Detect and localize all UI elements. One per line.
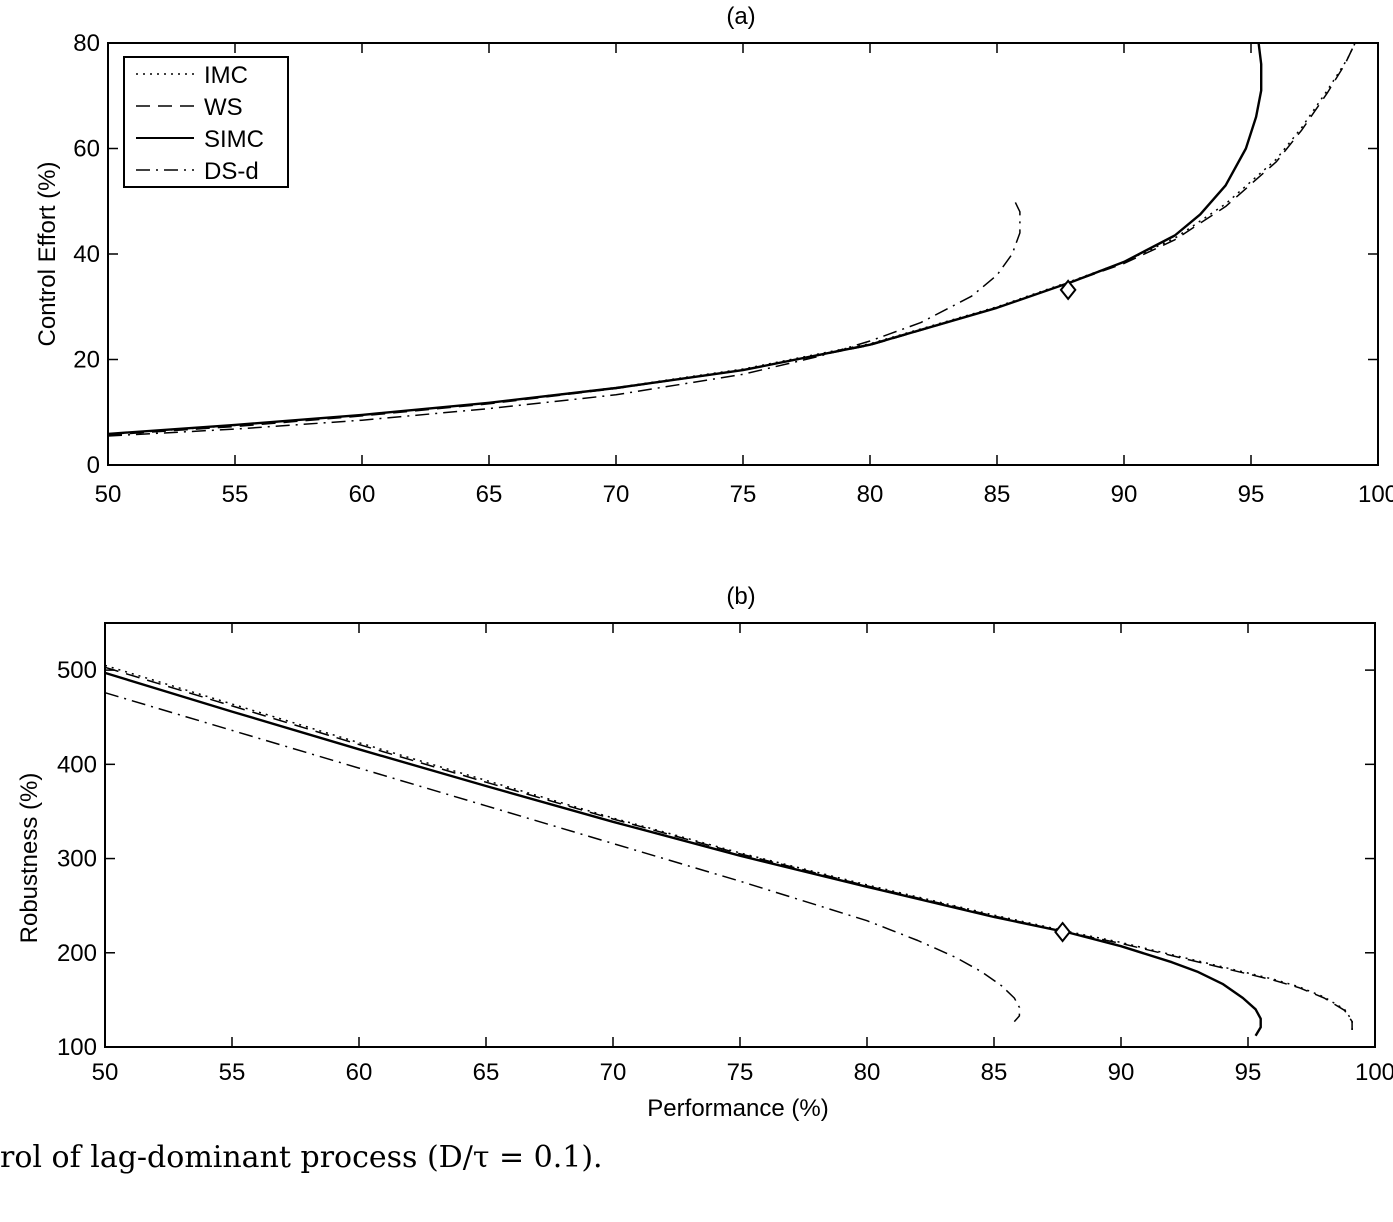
- x-tick-label: 90: [1108, 1059, 1135, 1086]
- panel-b: (b) Robustness (%) Performance (%) 50 55 6…: [16, 583, 1393, 1122]
- x-tick-label: 90: [1111, 481, 1138, 508]
- y-tick-label: 300: [57, 846, 97, 873]
- x-tick-label: 75: [730, 481, 757, 508]
- x-tick-label: 95: [1238, 481, 1265, 508]
- x-tick-label: 55: [219, 1059, 246, 1086]
- x-tick-label: 80: [854, 1059, 881, 1086]
- y-tick-label: 0: [87, 452, 100, 479]
- panel-a: (a) Control Effort (%) 50 55 60 65 70 75 80 85 9…: [34, 3, 1393, 508]
- y-tick-label: 200: [57, 940, 97, 967]
- panel-b-plot-frame: [104, 622, 1376, 1048]
- x-tick-label: 80: [857, 481, 884, 508]
- y-tick-label: 400: [57, 751, 97, 778]
- x-tick-label: 70: [603, 481, 630, 508]
- x-tick-label: 85: [984, 481, 1011, 508]
- panel-a-title: (a): [726, 3, 755, 30]
- y-tick-label: 60: [73, 136, 100, 163]
- x-tick-label: 55: [222, 481, 249, 508]
- panel-a-plot-frame: [107, 42, 1379, 466]
- series-line-simc: [104, 671, 1262, 1037]
- x-tick-label: 60: [346, 1059, 373, 1086]
- figure-caption: rol of lag-dominant process (D/τ = 0.1).: [0, 1140, 603, 1175]
- diamond-marker: [1054, 921, 1072, 943]
- x-tick-label: 60: [349, 481, 376, 508]
- x-tick-label: 65: [476, 481, 503, 508]
- legend-label-simc: SIMC: [204, 126, 264, 153]
- x-tick-label: 65: [473, 1059, 500, 1086]
- legend-label-imc: IMC: [204, 62, 248, 89]
- diamond-marker: [1059, 279, 1077, 301]
- x-tick-label: 75: [727, 1059, 754, 1086]
- legend: IMC WS SIMC DS-d: [123, 56, 289, 188]
- panel-a-y-axis-label: Control Effort (%): [34, 162, 61, 347]
- panel-b-x-axis-label: Performance (%): [647, 1095, 828, 1122]
- x-tick-label: 50: [92, 1059, 119, 1086]
- legend-label-ws: WS: [204, 94, 243, 121]
- x-tick-label: 100: [1358, 481, 1393, 508]
- legend-label-ds-d: DS-d: [204, 158, 259, 185]
- x-tick-label: 95: [1235, 1059, 1262, 1086]
- series-line-imc: [104, 664, 1353, 1033]
- y-tick-label: 100: [57, 1034, 97, 1061]
- y-tick-label: 500: [57, 657, 97, 684]
- panel-b-title: (b): [726, 583, 755, 610]
- y-tick-label: 40: [73, 241, 100, 268]
- legend-box: [123, 56, 289, 188]
- series-line-ws: [104, 666, 1353, 1030]
- y-tick-label: 80: [73, 30, 100, 57]
- x-tick-label: 70: [600, 1059, 627, 1086]
- series-line-ds-d: [107, 200, 1021, 437]
- x-tick-label: 85: [981, 1059, 1008, 1086]
- series-line-ds-d: [104, 691, 1021, 1023]
- panel-b-y-axis-label: Robustness (%): [16, 773, 43, 944]
- series-line-simc: [107, 42, 1263, 436]
- y-tick-label: 20: [73, 347, 100, 374]
- x-tick-label: 50: [95, 481, 122, 508]
- x-tick-label: 100: [1355, 1059, 1393, 1086]
